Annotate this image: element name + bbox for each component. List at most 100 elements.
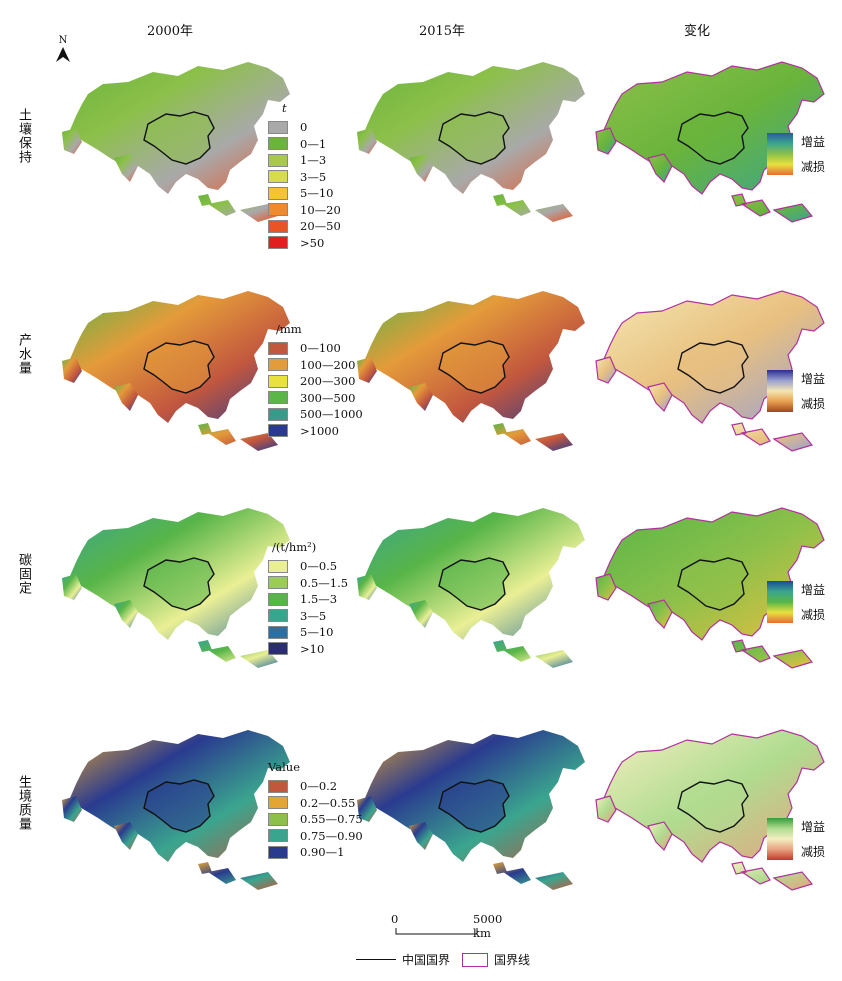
landmass: [731, 639, 814, 669]
legend-item: 0—0.2: [268, 778, 363, 795]
legend-swatch: [268, 576, 288, 590]
landmass: [647, 821, 673, 852]
landmass: [647, 599, 673, 630]
china-border: [677, 779, 749, 833]
map-碳固定-2000年: [62, 508, 290, 668]
legend-swatch: [268, 642, 288, 656]
legend-label: >1000: [300, 423, 339, 438]
legend-label: 0.75—0.90: [300, 828, 363, 843]
legend-swatch: [268, 559, 288, 573]
legend-swatch: [268, 829, 288, 843]
legend-label: 3—5: [300, 608, 327, 623]
legend-swatch: [268, 374, 288, 388]
column-title-change: 变化: [683, 24, 710, 39]
landmass: [731, 422, 814, 452]
landmass: [595, 573, 617, 601]
legend-item: 0.55—0.75: [268, 811, 363, 828]
loss-label: 减损: [801, 397, 826, 411]
landmass: [62, 128, 82, 154]
legend-swatch: [268, 203, 288, 217]
china-border: [438, 111, 510, 165]
legend-item: 0.2—0.55: [268, 795, 363, 812]
legend-label: 20—50: [300, 219, 341, 234]
legend-item: 0—100: [268, 340, 363, 357]
landmass: [493, 862, 573, 890]
landmass: [647, 153, 673, 184]
landmass: [198, 862, 278, 890]
gain-label: 增益: [801, 820, 826, 834]
legend-label: 5—10: [300, 625, 334, 640]
landmass: [493, 640, 573, 668]
map-生境质量-变化: [595, 729, 825, 891]
legend-label: 0: [300, 120, 308, 135]
legend-label: 5—10: [300, 186, 334, 201]
legend-label: 0.90—1: [300, 845, 345, 860]
landmass: [114, 383, 138, 411]
china-border: [438, 557, 510, 611]
gain-label: 增益: [801, 372, 826, 386]
legend-item: 0: [268, 119, 341, 136]
legend-item: 3—5: [268, 169, 341, 186]
row-title-soil: 土壤保持: [16, 108, 31, 164]
legend-water: /mm 0—100 100—200 200—300 300—500 500—1000 >1…: [268, 322, 363, 439]
change-legend-water: 增益 减损: [767, 370, 825, 412]
china-border: [677, 111, 749, 165]
border-legend: 中国国界 国界线: [356, 951, 530, 968]
map-产水量-2015年: [357, 291, 585, 451]
legend-item: 0—1: [268, 136, 341, 153]
legend-label: 1.5—3: [300, 592, 338, 607]
legend-label: 0.55—0.75: [300, 812, 363, 827]
scale-bar: 0 5000 km: [391, 912, 513, 942]
landmass: [357, 574, 377, 600]
landmass: [198, 423, 278, 451]
legend-label: 0.2—0.55: [300, 795, 356, 810]
legend-item: 500—1000: [268, 406, 363, 423]
landmass: [409, 822, 433, 850]
map-产水量-2000年: [62, 291, 290, 451]
landmass: [595, 127, 617, 155]
legend-swatch: [268, 137, 288, 151]
china-border-label: 中国国界: [402, 953, 451, 967]
national-border-label: 国界线: [494, 953, 531, 967]
landmass: [114, 600, 138, 628]
landmass: [647, 382, 673, 413]
legend-item: 3—5: [268, 608, 348, 625]
legend-swatch: [268, 796, 288, 810]
legend-label: 0—100: [300, 341, 341, 356]
landmass: [409, 383, 433, 411]
landmass: [357, 128, 377, 154]
legend-label: >10: [300, 641, 325, 656]
legend-item: >10: [268, 641, 348, 658]
loss-label: 减损: [801, 845, 826, 859]
loss-label: 减损: [801, 608, 826, 622]
china-border: [438, 779, 510, 833]
legend-label: 1—3: [300, 153, 327, 168]
column-title-2000: 2000年: [146, 24, 194, 39]
legend-swatch: [268, 219, 288, 233]
china-border: [143, 557, 215, 611]
legend-label: 200—300: [300, 374, 356, 389]
row-title-habitat: 生境质量: [16, 775, 31, 831]
legend-label: 300—500: [300, 390, 356, 405]
legend-item: 0.90—1: [268, 844, 363, 861]
china-border: [143, 340, 215, 394]
legend-swatch: [268, 186, 288, 200]
legend-swatch: [268, 358, 288, 372]
change-legend-carbon: 增益 减损: [767, 581, 825, 623]
legend-item: >50: [268, 235, 341, 252]
legend-item: 10—20: [268, 202, 341, 219]
landmass: [493, 423, 573, 451]
landmass: [62, 574, 82, 600]
legend-item: 20—50: [268, 218, 341, 235]
legend-title: t: [282, 101, 287, 115]
legend-item: 0.75—0.90: [268, 828, 363, 845]
legend-item: 1—3: [268, 152, 341, 169]
china-border: [143, 779, 215, 833]
landmass: [595, 795, 617, 823]
legend-swatch: [268, 609, 288, 623]
legend-title: Value: [268, 760, 300, 774]
legend-item: 300—500: [268, 390, 363, 407]
landmass: [62, 357, 82, 383]
scale-start: 0: [391, 912, 399, 926]
legend-label: 500—1000: [300, 407, 363, 422]
